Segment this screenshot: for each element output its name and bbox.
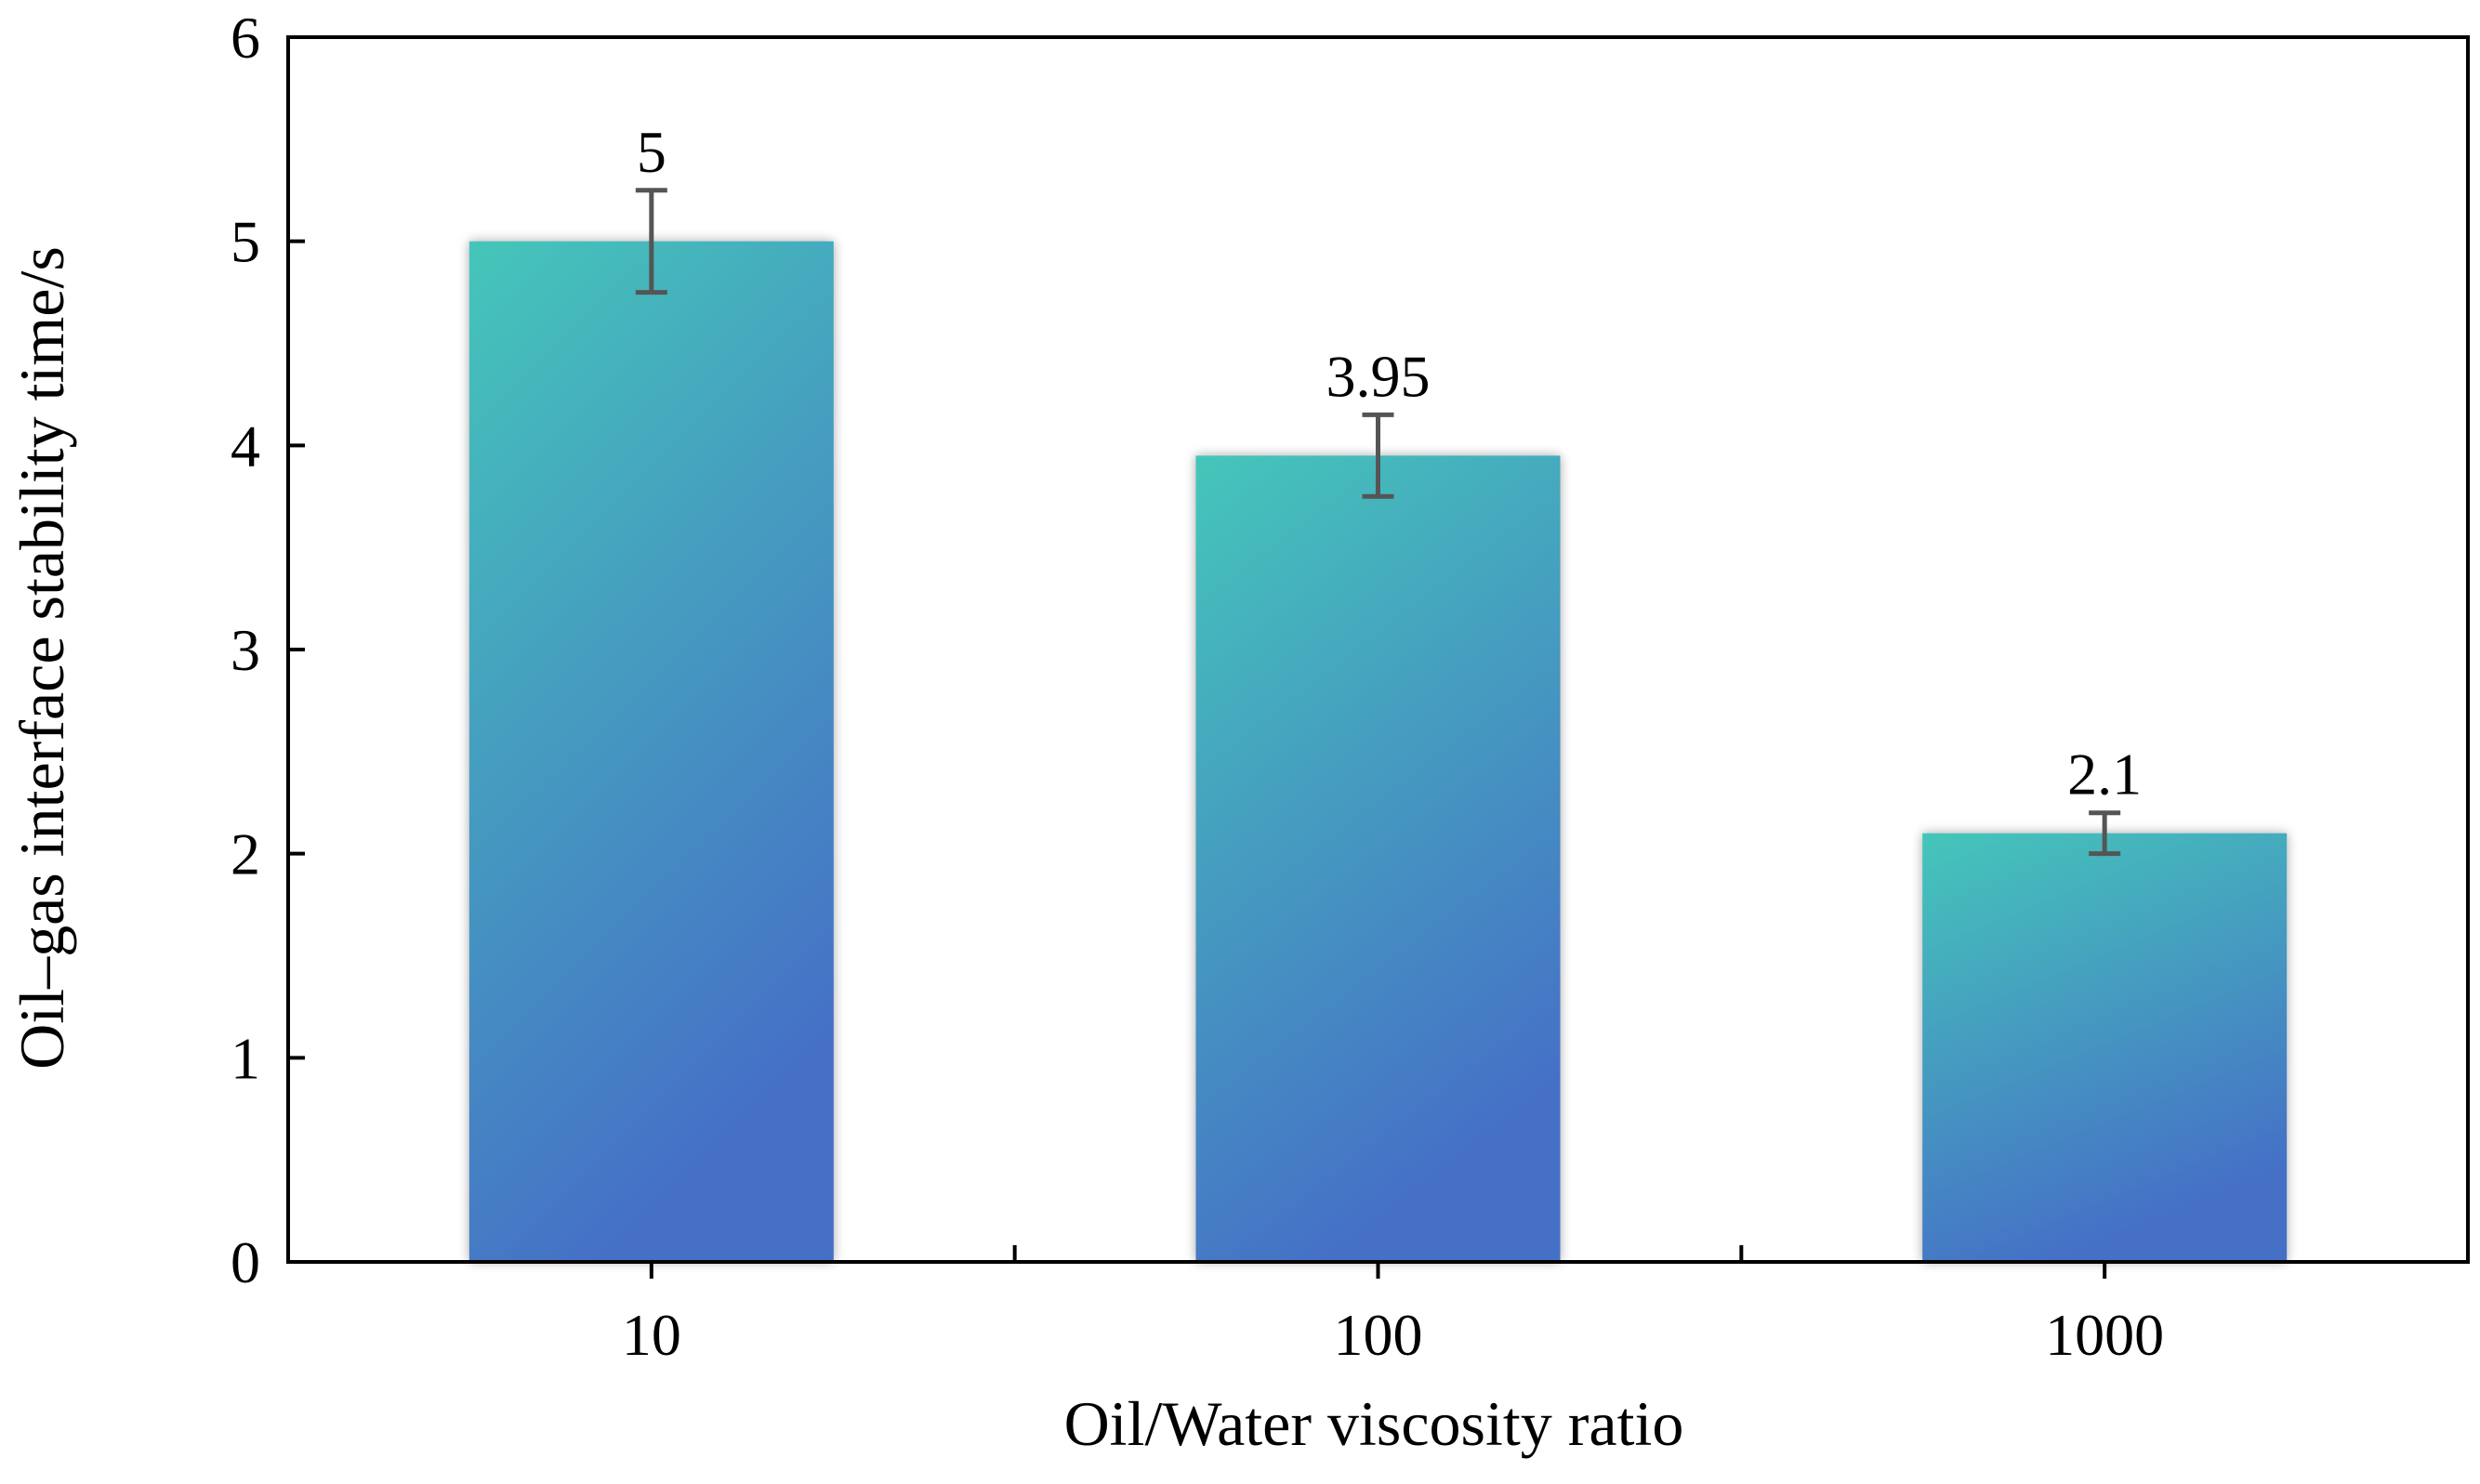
data-label-100: 3.95	[1326, 343, 1431, 409]
bar-1000	[1922, 833, 2288, 1262]
y-tick-label-1: 1	[231, 1025, 260, 1091]
y-tick-label-0: 0	[231, 1229, 260, 1295]
data-label-10: 5	[637, 119, 666, 185]
plot-frame	[286, 35, 2470, 1264]
y-axis-title: Oil–gas interface stability time/s	[7, 246, 77, 1070]
y-tick-label-6: 6	[231, 5, 260, 71]
x-tick-label-10: 10	[622, 1302, 681, 1368]
data-label-1000: 2.1	[2067, 742, 2142, 808]
error-bar-100	[1362, 412, 1394, 499]
error-bar-1000	[2089, 810, 2121, 857]
y-tick-label-2: 2	[231, 821, 260, 887]
y-tick-label-3: 3	[231, 617, 260, 683]
error-bar-10	[635, 188, 667, 295]
x-axis-title: Oil/Water viscosity ratio	[1064, 1388, 1684, 1459]
y-tick-label-4: 4	[231, 413, 260, 479]
bar-10	[468, 241, 834, 1263]
y-tick-label-5: 5	[231, 209, 260, 275]
x-tick-label-100: 100	[1334, 1302, 1423, 1368]
bar-100	[1195, 455, 1561, 1263]
x-tick-label-1000: 1000	[2045, 1302, 2164, 1368]
